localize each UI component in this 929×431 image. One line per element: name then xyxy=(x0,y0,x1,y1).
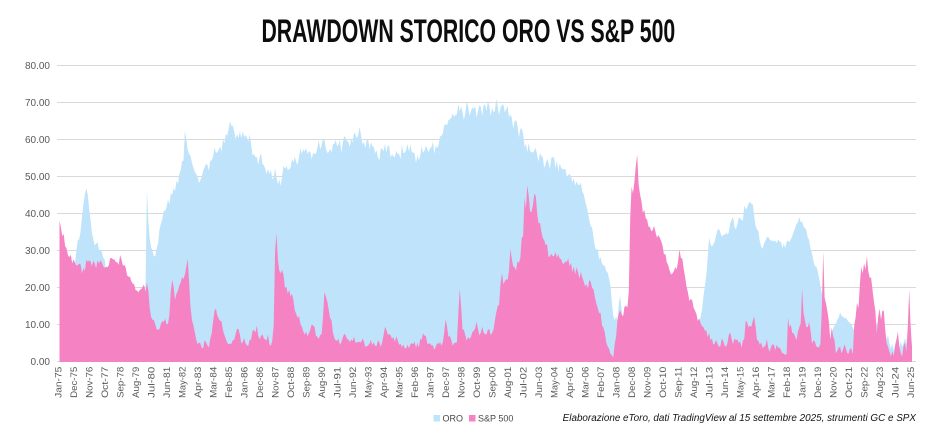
svg-text:Jan-75: Jan-75 xyxy=(53,367,64,398)
svg-text:20.00: 20.00 xyxy=(25,283,50,294)
svg-text:Aug-12: Aug-12 xyxy=(689,367,700,398)
svg-text:Jun-03: Jun-03 xyxy=(534,367,545,398)
svg-text:Sep-11: Sep-11 xyxy=(673,367,684,398)
svg-text:Mar-06: Mar-06 xyxy=(580,367,591,398)
svg-text:Jun-25: Jun-25 xyxy=(906,367,917,398)
svg-text:Sep-22: Sep-22 xyxy=(859,367,870,398)
svg-text:ORO: ORO xyxy=(443,413,464,423)
svg-text:Nov-98: Nov-98 xyxy=(456,367,467,398)
svg-text:Feb-07: Feb-07 xyxy=(596,367,607,398)
svg-text:Nov-87: Nov-87 xyxy=(270,367,281,398)
svg-text:Mar-84: Mar-84 xyxy=(208,367,219,398)
svg-text:Sep-78: Sep-78 xyxy=(115,367,126,398)
svg-text:Mar-95: Mar-95 xyxy=(394,367,405,398)
svg-text:Apr-16: Apr-16 xyxy=(751,367,762,398)
svg-text:60.00: 60.00 xyxy=(25,135,50,146)
svg-text:Aug-79: Aug-79 xyxy=(131,367,142,398)
svg-text:Dec-08: Dec-08 xyxy=(627,367,638,398)
svg-text:S&P 500: S&P 500 xyxy=(478,413,513,423)
svg-text:Jan-08: Jan-08 xyxy=(611,367,622,398)
svg-text:Aug-23: Aug-23 xyxy=(875,367,886,398)
svg-text:Jun-14: Jun-14 xyxy=(720,367,731,398)
svg-text:Dec-86: Dec-86 xyxy=(255,367,266,398)
svg-text:Nov-09: Nov-09 xyxy=(642,367,653,398)
svg-text:Apr-83: Apr-83 xyxy=(193,367,204,398)
svg-text:Dec-75: Dec-75 xyxy=(69,367,80,398)
svg-text:May-15: May-15 xyxy=(735,367,746,398)
svg-text:Jul-24: Jul-24 xyxy=(890,367,901,398)
svg-text:Oct-77: Oct-77 xyxy=(100,367,111,398)
svg-text:Aug-90: Aug-90 xyxy=(317,367,328,398)
svg-text:Feb-85: Feb-85 xyxy=(224,367,235,398)
svg-text:Oct-21: Oct-21 xyxy=(844,367,855,398)
svg-text:Jul-80: Jul-80 xyxy=(146,367,157,398)
svg-text:May-04: May-04 xyxy=(549,367,560,398)
svg-text:70.00: 70.00 xyxy=(25,98,50,109)
svg-text:Nov-76: Nov-76 xyxy=(84,367,95,398)
svg-text:Oct-99: Oct-99 xyxy=(472,367,483,398)
svg-text:Apr-94: Apr-94 xyxy=(379,367,390,398)
svg-text:Jun-81: Jun-81 xyxy=(162,367,173,398)
svg-text:Aug-01: Aug-01 xyxy=(503,367,514,398)
svg-text:Jul-91: Jul-91 xyxy=(332,367,343,398)
svg-text:Apr-05: Apr-05 xyxy=(565,367,576,398)
svg-text:50.00: 50.00 xyxy=(25,172,50,183)
svg-text:Mar-17: Mar-17 xyxy=(766,367,777,398)
svg-text:Sep-00: Sep-00 xyxy=(487,367,498,398)
svg-text:May-82: May-82 xyxy=(177,367,188,398)
svg-text:Sep-89: Sep-89 xyxy=(301,367,312,398)
svg-text:Jun-92: Jun-92 xyxy=(348,367,359,398)
svg-text:40.00: 40.00 xyxy=(25,209,50,220)
svg-text:0.00: 0.00 xyxy=(31,357,51,368)
svg-text:Jul-13: Jul-13 xyxy=(704,367,715,398)
svg-text:30.00: 30.00 xyxy=(25,246,50,257)
svg-text:Feb-18: Feb-18 xyxy=(782,367,793,398)
svg-text:Nov-20: Nov-20 xyxy=(828,367,839,398)
svg-text:Dec-97: Dec-97 xyxy=(441,367,452,398)
svg-text:Jul-02: Jul-02 xyxy=(518,367,529,398)
svg-text:Jan-19: Jan-19 xyxy=(797,367,808,398)
svg-text:May-93: May-93 xyxy=(363,367,374,398)
svg-text:10.00: 10.00 xyxy=(25,320,50,331)
svg-text:80.00: 80.00 xyxy=(25,61,50,72)
svg-text:Oct-88: Oct-88 xyxy=(286,367,297,398)
svg-text:Dec-19: Dec-19 xyxy=(813,367,824,398)
svg-text:Jan-97: Jan-97 xyxy=(425,367,436,398)
svg-text:Oct-10: Oct-10 xyxy=(658,367,669,398)
svg-text:Jan-86: Jan-86 xyxy=(239,367,250,398)
svg-text:Feb-96: Feb-96 xyxy=(410,367,421,398)
